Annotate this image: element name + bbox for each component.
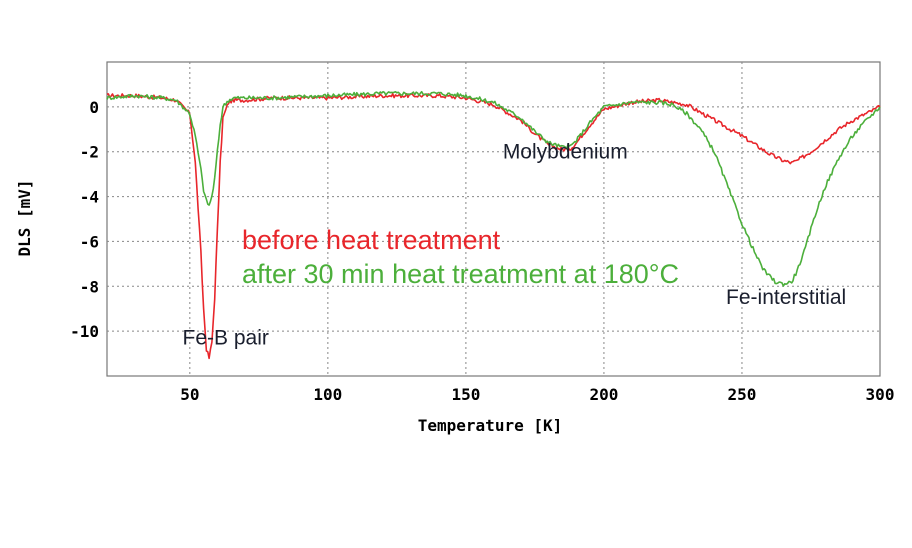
plot-frame xyxy=(106,61,881,377)
y-tick-label: -6 xyxy=(80,232,99,251)
legend-entry: after 30 min heat treatment at 180°C xyxy=(242,259,679,289)
series-line xyxy=(106,90,881,287)
grid xyxy=(107,62,880,376)
x-tick-label: 100 xyxy=(313,385,342,404)
x-axis-title: Temperature [K] xyxy=(418,416,563,435)
x-tick-label: 150 xyxy=(451,385,480,404)
y-tick-label: -2 xyxy=(80,143,99,162)
x-tick-label: 300 xyxy=(866,385,895,404)
annotations: Molybdenium Fe-interstitial Fe-B pair xyxy=(183,140,847,349)
y-axis-ticks: 0 -2 -4 -6 -8 -10 xyxy=(70,98,99,341)
series-line xyxy=(106,92,881,360)
annotation-label: Fe-B pair xyxy=(183,327,269,350)
annotation-label: Fe-interstitial xyxy=(726,286,846,309)
legend: before heat treatment after 30 min heat t… xyxy=(242,225,679,289)
x-tick-label: 50 xyxy=(180,385,199,404)
annotation-label: Molybdenium xyxy=(503,140,628,163)
x-tick-label: 200 xyxy=(589,385,618,404)
y-tick-label: -4 xyxy=(80,188,99,207)
series-lines xyxy=(106,90,881,360)
legend-entry: before heat treatment xyxy=(242,225,501,255)
x-axis-ticks: 50 100 150 200 250 300 xyxy=(180,385,894,404)
y-axis-title: DLS [mV] xyxy=(15,179,34,256)
y-tick-label: 0 xyxy=(89,98,99,117)
y-tick-label: -10 xyxy=(70,322,99,341)
y-tick-label: -8 xyxy=(80,277,99,296)
x-tick-label: 250 xyxy=(728,385,757,404)
